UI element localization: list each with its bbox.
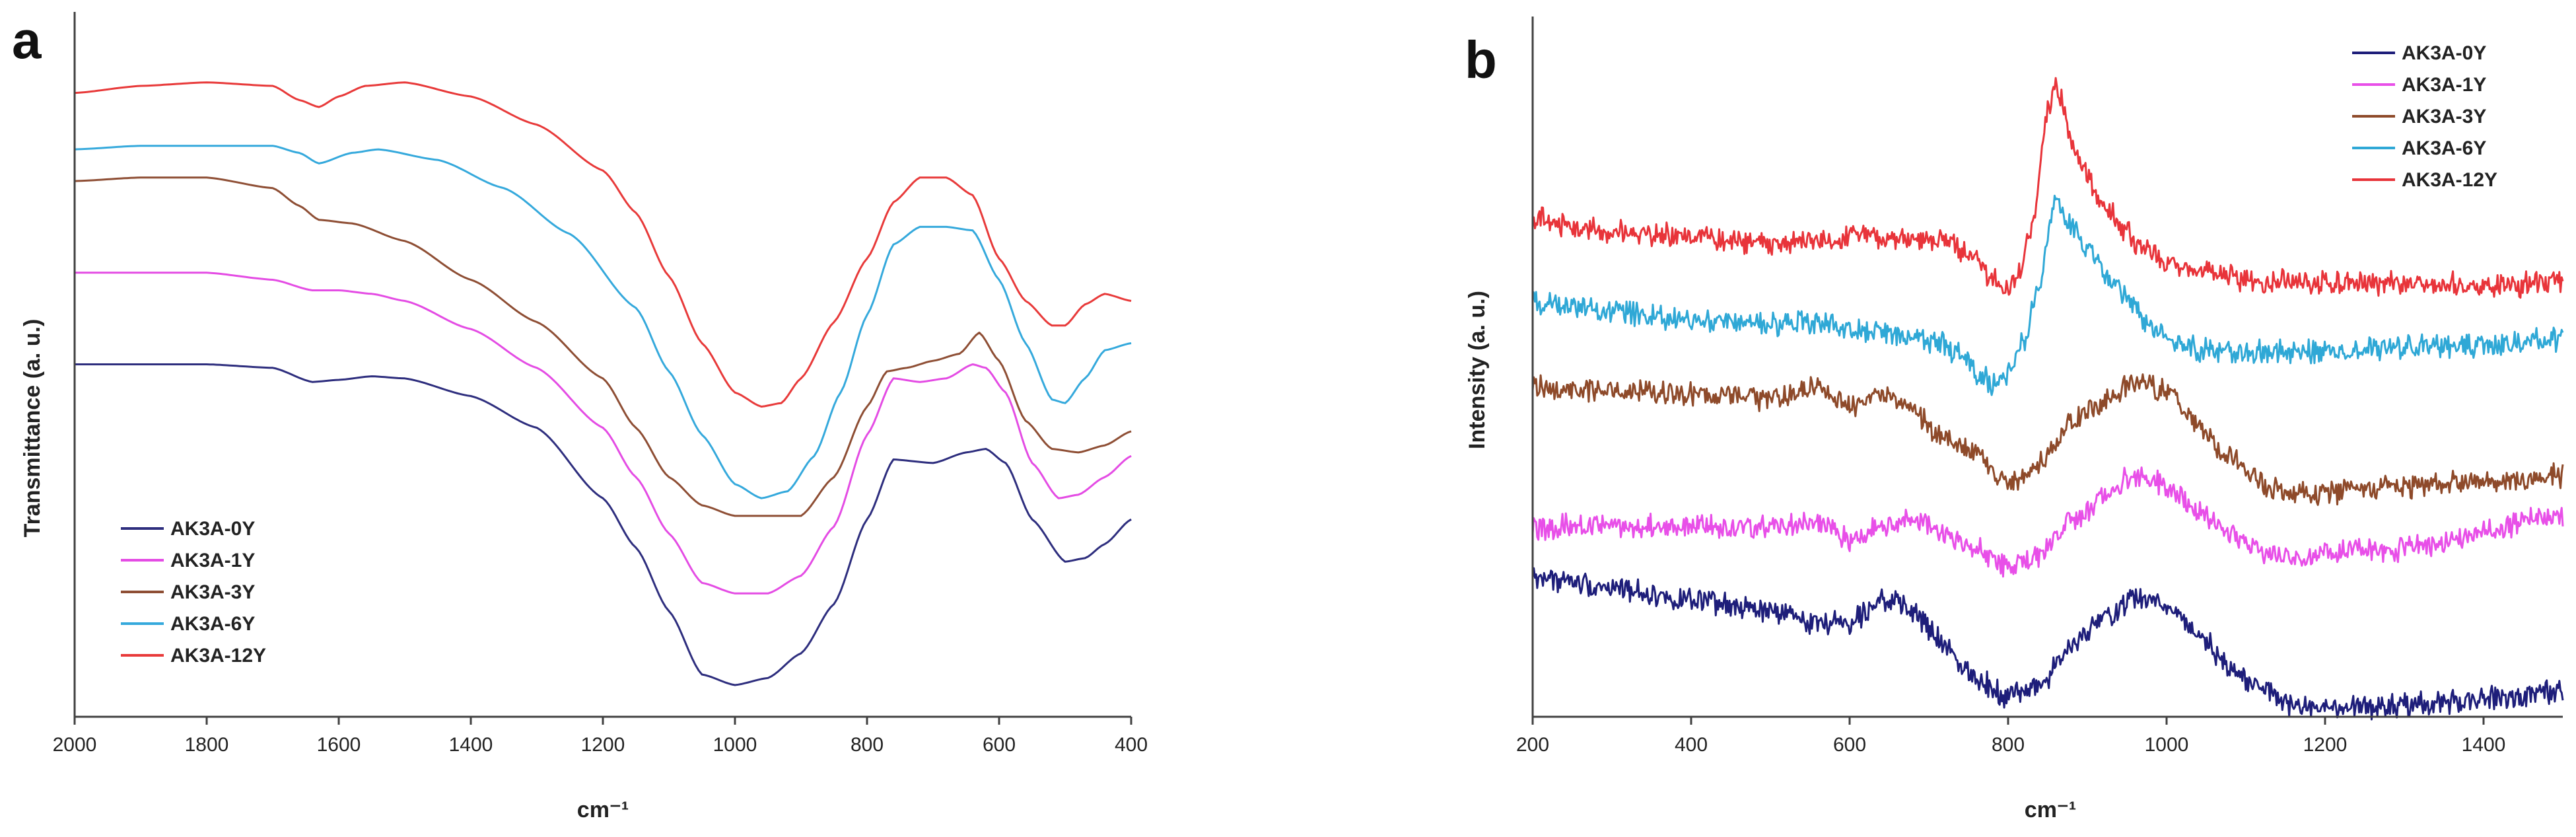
- panel-b-legend-label: AK3A-3Y: [2402, 106, 2486, 127]
- panel-a-x-tick-label: 800: [851, 734, 884, 756]
- panel-b-series-group: [1531, 77, 2564, 721]
- panel-b-xlabel: cm⁻¹: [2025, 797, 2076, 822]
- panel-b: b Intensity (a. u.) cm⁻¹ 200 400 600 800 100…: [1465, 17, 2564, 822]
- panel-a-series-line-ak3a-12y: [74, 81, 1132, 408]
- panel-a-x-tick-label: 1800: [185, 734, 229, 756]
- panel-a-legend-label: AK3A-1Y: [170, 550, 255, 571]
- panel-b-x-tick-label: 1200: [2303, 734, 2348, 756]
- panel-a-series-group: [74, 81, 1132, 686]
- panel-b-series-line-ak3a-0y: [1531, 567, 2564, 721]
- panel-a-x-tick-label: 2000: [53, 734, 97, 756]
- panel-a-legend-label: AK3A-6Y: [170, 613, 255, 635]
- panel-a-series-line-ak3a-0y: [75, 363, 1132, 686]
- panel-a-x-tick-label: 600: [983, 734, 1016, 756]
- panel-a-x-tick-label: 400: [1115, 734, 1148, 756]
- panel-b-legend: AK3A-0Y AK3A-1Y AK3A-3Y AK3A-6Y AK3A-12Y: [2352, 42, 2497, 191]
- panel-a: a Transmittance (a. u.) cm⁻¹ 2000 1800 160…: [12, 11, 1148, 822]
- panel-a-ylabel: Transmittance (a. u.): [20, 319, 45, 538]
- panel-b-series-line-ak3a-1y: [1531, 466, 2564, 578]
- panel-a-x-tick-label: 1200: [581, 734, 625, 756]
- panel-b-ylabel: Intensity (a. u.): [1465, 291, 1490, 449]
- panel-a-xlabel: cm⁻¹: [577, 797, 629, 822]
- panel-a-series-line-ak3a-1y: [75, 272, 1132, 595]
- panel-a-legend-label: AK3A-0Y: [170, 518, 255, 540]
- panel-b-x-tick-label: 200: [1516, 734, 1549, 756]
- panel-a-series-line-ak3a-6y: [74, 145, 1132, 499]
- panel-b-label: b: [1465, 30, 1497, 89]
- panel-a-x-tick-label: 1600: [317, 734, 361, 756]
- panel-a-legend: AK3A-0Y AK3A-1Y AK3A-3Y AK3A-6Y AK3A-12Y: [121, 518, 266, 667]
- panel-a-x-ticks: 2000 1800 1600 1400 1200 1000 800 600 400: [53, 717, 1148, 756]
- panel-b-legend-label: AK3A-1Y: [2402, 74, 2486, 96]
- panel-b-series-line-ak3a-6y: [1532, 194, 2564, 396]
- panel-a-legend-label: AK3A-3Y: [170, 581, 255, 603]
- panel-b-legend-label: AK3A-0Y: [2402, 42, 2486, 64]
- panel-b-series-line-ak3a-3y: [1531, 373, 2564, 506]
- panel-b-x-tick-label: 800: [1992, 734, 2025, 756]
- panel-b-x-ticks: 200 400 600 800 1000 1200 1400: [1516, 717, 2505, 756]
- panel-b-legend-label: AK3A-6Y: [2402, 137, 2486, 159]
- panel-a-label: a: [12, 11, 42, 69]
- panel-b-legend-label: AK3A-12Y: [2402, 169, 2497, 191]
- panel-b-x-tick-label: 400: [1675, 734, 1708, 756]
- panel-b-x-tick-label: 1400: [2462, 734, 2506, 756]
- panel-a-series-line-ak3a-3y: [74, 176, 1132, 517]
- panel-a-legend-label: AK3A-12Y: [170, 645, 266, 667]
- panel-b-x-tick-label: 600: [1833, 734, 1866, 756]
- panel-a-x-tick-label: 1000: [713, 734, 757, 756]
- panel-b-series-line-ak3a-12y: [1531, 77, 2564, 299]
- panel-b-x-tick-label: 1000: [2145, 734, 2189, 756]
- panel-a-x-tick-label: 1400: [449, 734, 493, 756]
